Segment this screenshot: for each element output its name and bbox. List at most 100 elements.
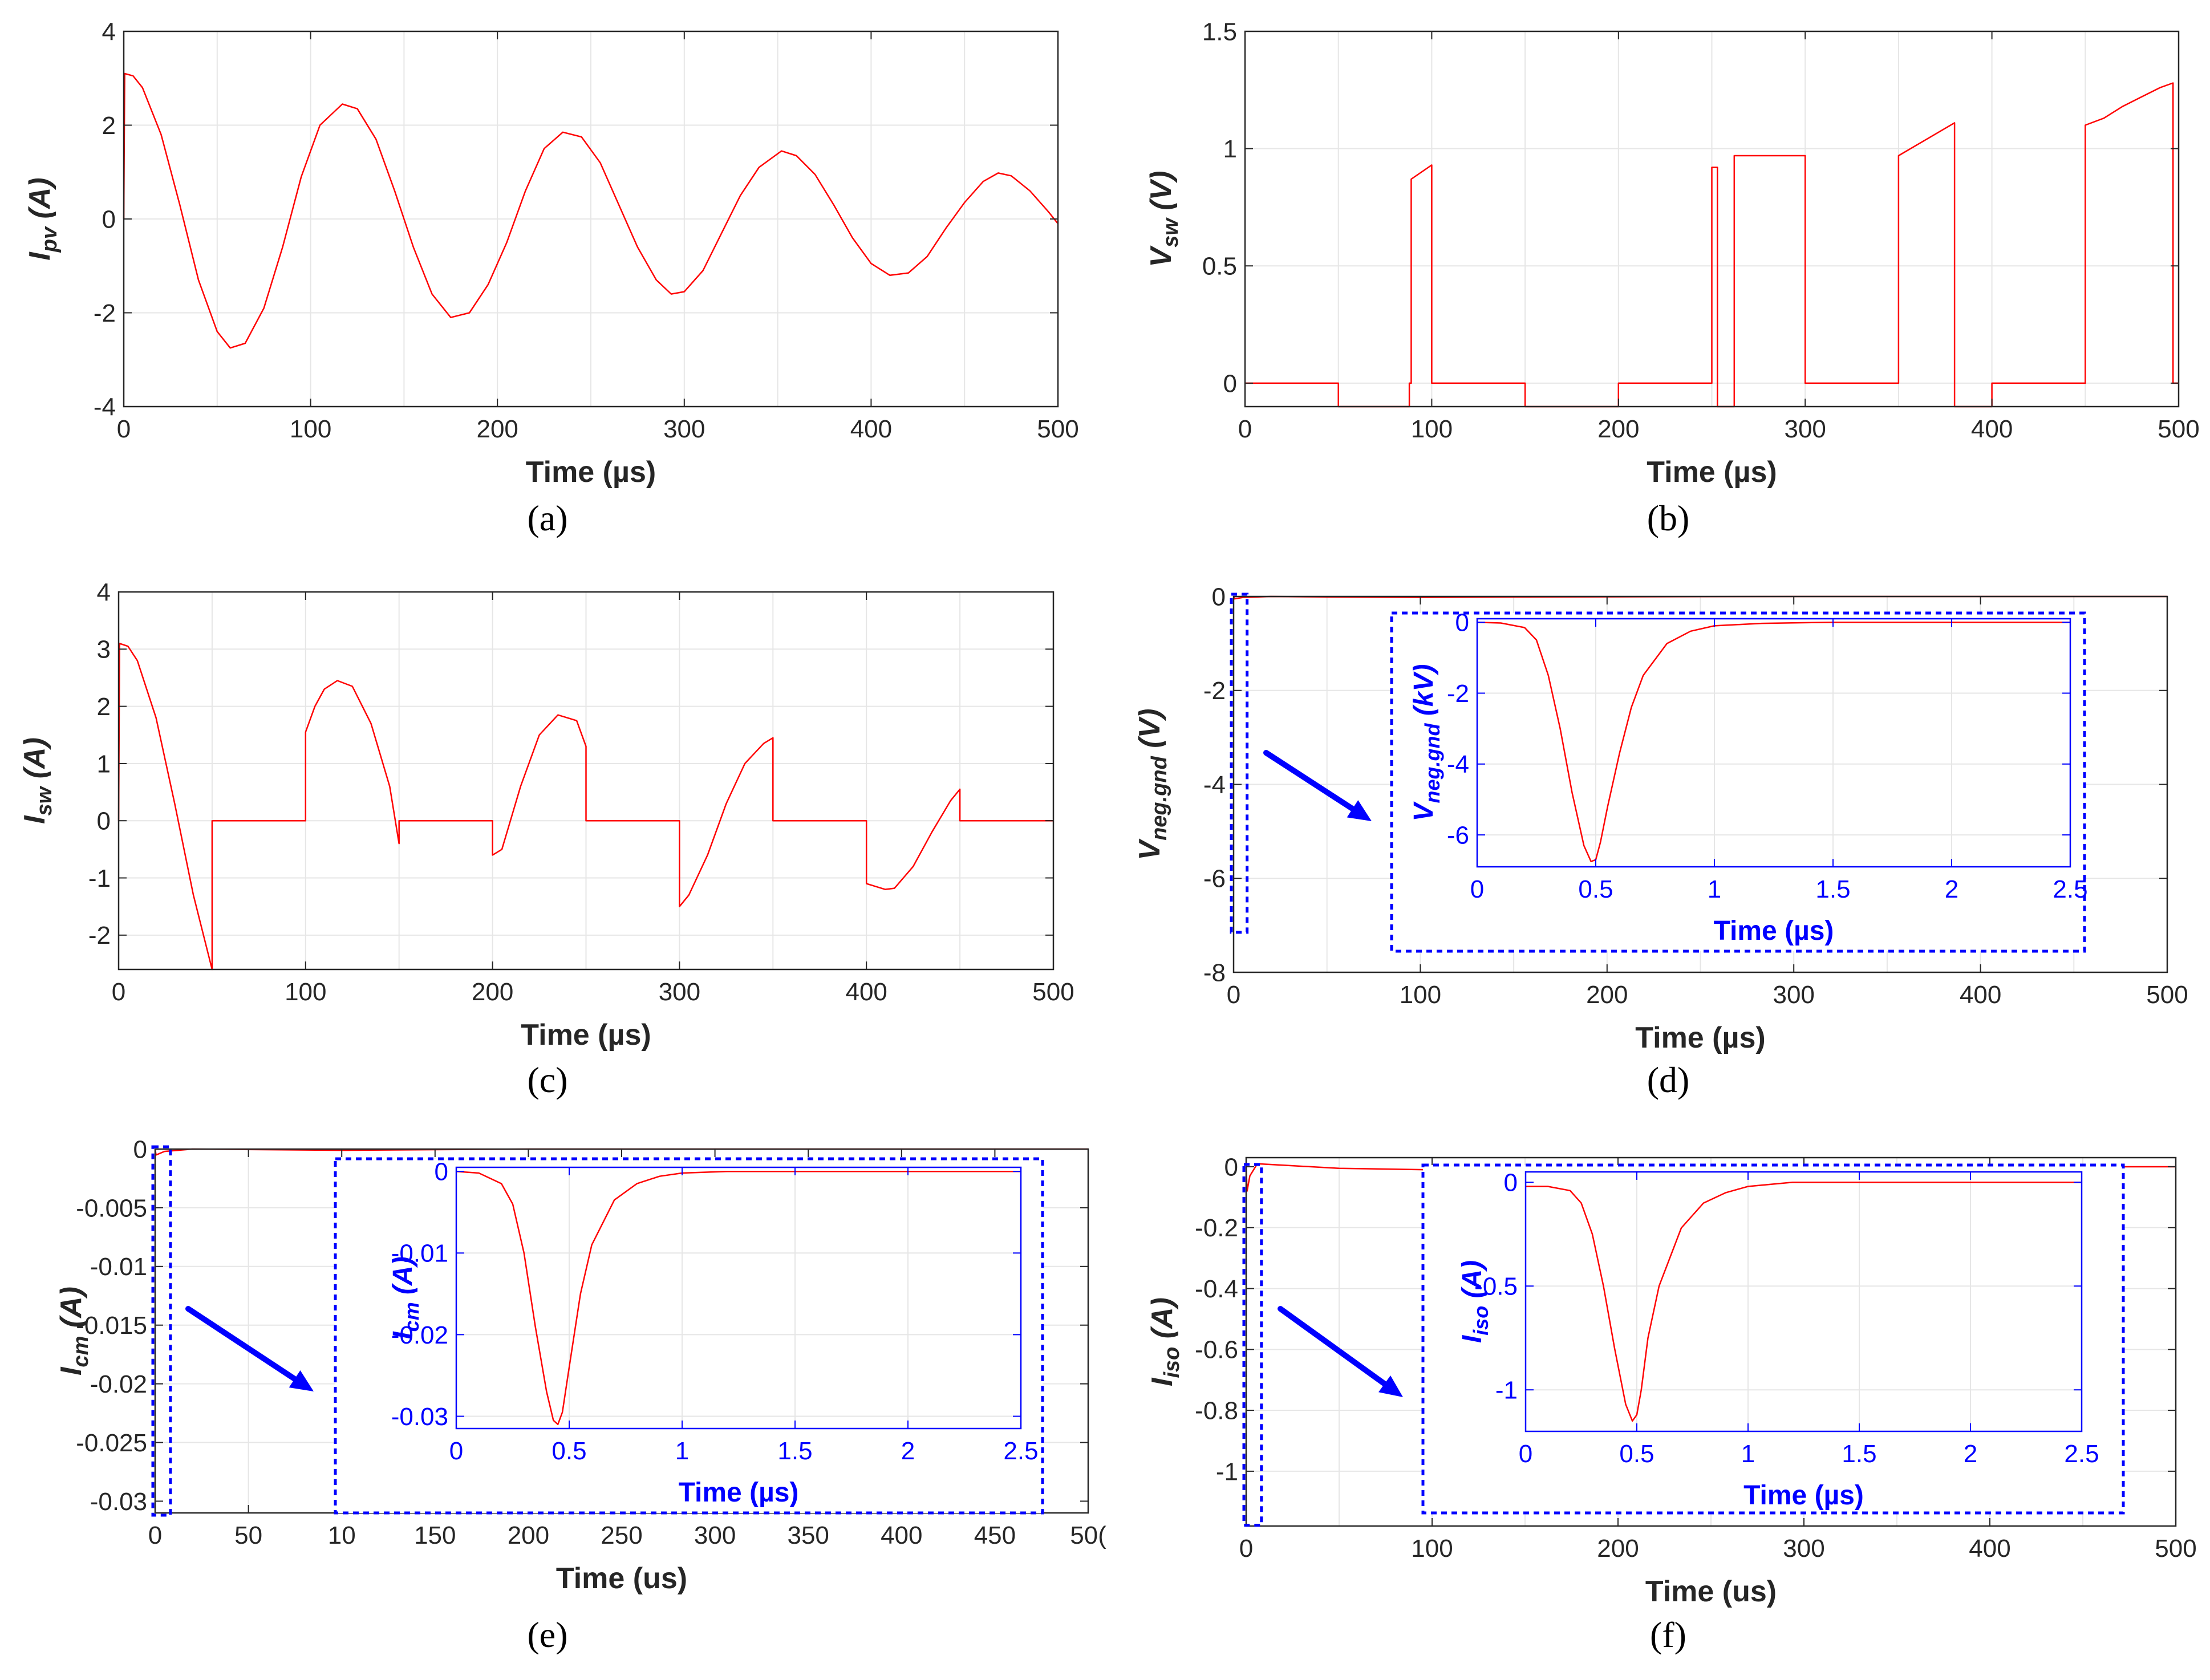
panel-f-ytick-label-0: -1 [1216, 1458, 1238, 1486]
panel-d-xlabel: Time (µs) [1635, 1021, 1765, 1054]
panel-f-xlabel: Time (us) [1645, 1575, 1777, 1608]
panel-a-xlabel: Time (µs) [526, 456, 656, 489]
panel-c-axes-box [117, 591, 1055, 971]
panel-b-ylabel-unit: (V) [1145, 171, 1178, 218]
panel-b-ylabel: Vsw (V) [1145, 171, 1183, 267]
panel-c-ytick-label-2: 0 [97, 807, 111, 835]
panel-d-inset-xtick-label-3: 1.5 [1815, 875, 1850, 903]
panel-a-xtick-label-5: 500 [1037, 415, 1078, 443]
panel-f-inset-ylabel-unit: (A) [1457, 1260, 1487, 1306]
panel-d-ytick-label-3: -2 [1203, 677, 1226, 705]
panel-c-ytick-label-1: -1 [88, 865, 111, 892]
panel-c-ytick-label-6: 4 [97, 578, 111, 606]
panel-d-inset-ylabel-main: V [1409, 801, 1439, 822]
panel-f-xtick-label-0: 0 [1239, 1535, 1253, 1563]
panel-d-ytick-label-1: -6 [1203, 865, 1226, 893]
panel-d-ylabel-main: V [1133, 838, 1166, 861]
panel-c-xtick-label-1: 100 [285, 978, 326, 1006]
panel-d-inset-ylabel-sub: neg.gnd [1421, 723, 1444, 804]
panel-a-xtick-label-3: 300 [663, 415, 705, 443]
panel-d-inset-xtick-label-2: 1 [1708, 875, 1721, 903]
panel-e-caption: (e) [527, 1614, 567, 1655]
panel-e-xtick-label-0: 0 [148, 1521, 162, 1549]
panel-d-ylabel-unit: (V) [1133, 708, 1166, 756]
panel-d-inset-plot-area [1477, 619, 2070, 867]
panel-d-inset-ytick-label-3: 0 [1455, 609, 1469, 637]
panel-e-ytick-label-5: -0.005 [76, 1194, 147, 1222]
panel-f-ylabel-main: I [1146, 1377, 1179, 1386]
panel-e-ytick-label-0: -0.03 [90, 1488, 147, 1516]
panel-b-caption: (b) [1647, 498, 1690, 538]
panel-a-ylabel-sub: pv [38, 226, 62, 253]
panel-d-zoom-arrow-head [1347, 800, 1372, 821]
panel-a-ylabel-unit: (A) [23, 177, 56, 227]
panel-d-zoom-box [1230, 593, 1249, 934]
panel-c-ylabel-unit: (A) [18, 737, 51, 787]
panel-e-xtick-label-9: 450 [974, 1521, 1016, 1549]
panel-b-series-0 [1245, 82, 2179, 408]
panel-d-xtick-label-0: 0 [1227, 981, 1240, 1009]
panel-f-inset-xtick-label-2: 1 [1741, 1440, 1755, 1468]
panel-d-caption: (d) [1647, 1060, 1690, 1100]
panel-d-inset-ytick-label-1: -4 [1447, 750, 1469, 778]
panel-f: 0 100 200 300 400 500-1-0.8-0.6-0.4-0.20Time … [1146, 1153, 2197, 1655]
panel-d-ylabel: Vneg.gnd (V) [1133, 708, 1171, 860]
panel-f-inset-xtick-label-5: 2.5 [2064, 1440, 2099, 1468]
panel-c: 0 100 200 300 400 500 -2 -1 0 1 2 3 4 Time (µs) Isw (A… [18, 578, 1074, 1100]
panel-f-ytick-label-2: -0.6 [1195, 1336, 1238, 1364]
panel-c-ytick-label-4: 2 [97, 693, 111, 721]
panel-d-inset-xtick-label-1: 0.5 [1578, 875, 1613, 903]
panel-e-ylabel-sub: cm [69, 1336, 93, 1367]
panel-b-axes-box [1244, 30, 2180, 408]
panel-e-xtick-label-2: 10 [328, 1521, 356, 1549]
panel-f-xtick-label-5: 500 [2155, 1535, 2196, 1563]
panel-c-xtick-label-0: 0 [112, 978, 125, 1006]
panel-f-ylabel-sub: iso [1160, 1347, 1184, 1378]
panel-e-inset-ylabel: Icm (A) [388, 1256, 423, 1339]
panel-a-ytick-label-1: -2 [94, 299, 116, 327]
panel-d-inset-xtick-label-5: 2.5 [2053, 875, 2087, 903]
panel-e-ylabel-main: I [55, 1366, 88, 1375]
panel-e-inset-xtick-label-3: 1.5 [777, 1437, 812, 1465]
panel-e-inset-xtick-label-4: 2 [901, 1437, 915, 1465]
panel-a-xtick-label-2: 200 [476, 415, 518, 443]
panel-d-ytick-label-4: 0 [1212, 583, 1226, 611]
panel-d-inset-xtick-label-0: 0 [1470, 875, 1484, 903]
panel-b-xlabel: Time (µs) [1647, 456, 1777, 489]
panel-e-xtick-label-1: 50 [234, 1521, 262, 1549]
panel-c-ylabel-sub: sw [33, 785, 56, 815]
panel-a-caption: (a) [527, 498, 567, 538]
panel-a-ytick-label-2: 0 [102, 205, 116, 233]
panel-f-ylabel: Iiso (A) [1146, 1297, 1184, 1386]
panel-b-ytick-label-3: 1.5 [1202, 18, 1237, 46]
panel-b-xtick-label-4: 400 [1971, 415, 2013, 443]
panel-e-inset-ytick-label-1: -0.02 [391, 1321, 448, 1349]
panel-e-inset-ylabel-main: I [388, 1331, 418, 1340]
panel-f-xtick-label-3: 300 [1783, 1535, 1824, 1563]
panel-c-xtick-label-4: 400 [845, 978, 887, 1006]
panel-e-inset-axes-box [455, 1166, 1022, 1430]
panel-e-inset-ytick-label-3: 0 [435, 1158, 448, 1186]
panel-f-inset-ylabel-main: I [1457, 1334, 1487, 1343]
panel-f-inset-ylabel: Iiso (A) [1457, 1260, 1493, 1343]
panel-d-xtick-label-2: 200 [1586, 981, 1628, 1009]
panel-e-ylabel-unit: (A) [55, 1287, 88, 1336]
panel-c-ytick-label-3: 1 [97, 750, 111, 778]
panel-e-inset-series-0 [456, 1170, 1021, 1426]
panel-c-caption: (c) [527, 1060, 567, 1100]
panel-e-ytick-label-1: -0.025 [76, 1429, 147, 1457]
panel-f-inset-xtick-label-0: 0 [1519, 1440, 1532, 1468]
panel-b: 0 100 200 300 400 500 0 0.5 1 1.5 Time (µs) Vsw (V)… [1145, 18, 2200, 538]
panel-e-zoom-arrow [185, 1306, 298, 1382]
panel-f-xtick-label-2: 200 [1597, 1535, 1639, 1563]
panel-f-zoom-box [1242, 1163, 1263, 1527]
panel-d-inset: 0 0.5 1 1.5 2 2.5 -6 -4 -2 0 Time (µs) Vneg.gnd (kV… [1263, 609, 2088, 953]
panel-f-ytick-label-1: -0.8 [1195, 1397, 1238, 1425]
panel-e-zoom-box [151, 1145, 172, 1517]
panel-f-ytick-label-5: 0 [1224, 1153, 1238, 1181]
panel-e-inset-xlabel: Time (µs) [679, 1478, 799, 1508]
panel-a-xtick-label-1: 100 [290, 415, 331, 443]
panel-e-xtick-label-10: 50( [1070, 1521, 1106, 1549]
